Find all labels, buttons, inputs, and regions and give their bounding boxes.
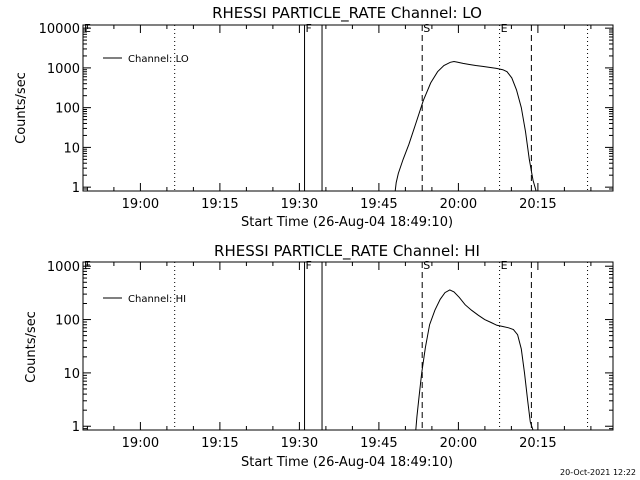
event-marker-label: F <box>306 22 312 35</box>
x-tick-label: 19:45 <box>360 197 397 212</box>
y-tick-label: 10000 <box>39 22 80 37</box>
y-tick-label: 100 <box>55 102 80 117</box>
y-ticks-lo: 1 10 100 1000 10000 <box>39 22 613 196</box>
footer-timestamp: 20-Oct-2021 12:22 <box>560 468 636 477</box>
x-tick-label: 19:15 <box>201 436 238 451</box>
x-ticks-lo: 19:00 19:15 19:30 19:45 20:00 20:15 <box>86 25 592 212</box>
x-tick-label: 19:15 <box>201 197 238 212</box>
legend-label-lo: Channel: LO <box>128 54 189 65</box>
x-tick-label: 19:30 <box>281 197 318 212</box>
x-tick-label: 20:15 <box>519 197 556 212</box>
y-axis-label-lo: Counts/sec <box>14 72 29 144</box>
y-ticks-hi: 1 10 100 1000 <box>47 260 613 435</box>
x-tick-label: 20:00 <box>440 197 477 212</box>
y-tick-label: 100 <box>55 314 80 329</box>
series-line-hi <box>415 289 534 431</box>
y-tick-label: 10 <box>63 141 80 156</box>
y-tick-label: 1 <box>72 181 80 196</box>
x-ticks-hi: 19:00 19:15 19:30 19:45 20:00 20:15 <box>86 262 592 451</box>
chart-title-lo: RHESSI PARTICLE_RATE Channel: LO <box>212 4 482 23</box>
event-marker-label: E <box>501 22 508 35</box>
event-marker-label: F <box>306 259 312 272</box>
event-marker-label: E <box>84 22 91 35</box>
legend-label-hi: Channel: HI <box>128 294 186 305</box>
event-marker-label: S <box>423 22 430 35</box>
y-tick-label: 1 <box>72 420 80 435</box>
y-tick-label: 1000 <box>47 260 80 275</box>
x-axis-label-lo: Start Time (26-Aug-04 18:49:10) <box>241 215 453 230</box>
chart-title-hi: RHESSI PARTICLE_RATE Channel: HI <box>214 242 480 261</box>
chart-panel-lo: RHESSI PARTICLE_RATE Channel: LO 1101001… <box>14 4 614 230</box>
x-tick-label: 20:15 <box>519 436 556 451</box>
chart-panel-hi: RHESSI PARTICLE_RATE Channel: HI 1101001… <box>24 242 614 470</box>
x-tick-label: 19:00 <box>122 436 159 451</box>
x-tick-label: 20:00 <box>440 436 477 451</box>
series-line-lo <box>394 60 537 192</box>
event-marker-label: E <box>84 259 91 272</box>
event-marker-label: S <box>423 259 430 272</box>
y-axis-label-hi: Counts/sec <box>24 311 39 383</box>
x-tick-label: 19:30 <box>281 436 318 451</box>
plot-frame-hi <box>82 261 614 431</box>
x-tick-label: 19:45 <box>360 436 397 451</box>
y-tick-label: 1000 <box>47 62 80 77</box>
x-axis-label-hi: Start Time (26-Aug-04 18:49:10) <box>241 455 453 470</box>
y-tick-label: 10 <box>63 367 80 382</box>
event-marker-label: E <box>501 259 508 272</box>
x-tick-label: 19:00 <box>122 197 159 212</box>
